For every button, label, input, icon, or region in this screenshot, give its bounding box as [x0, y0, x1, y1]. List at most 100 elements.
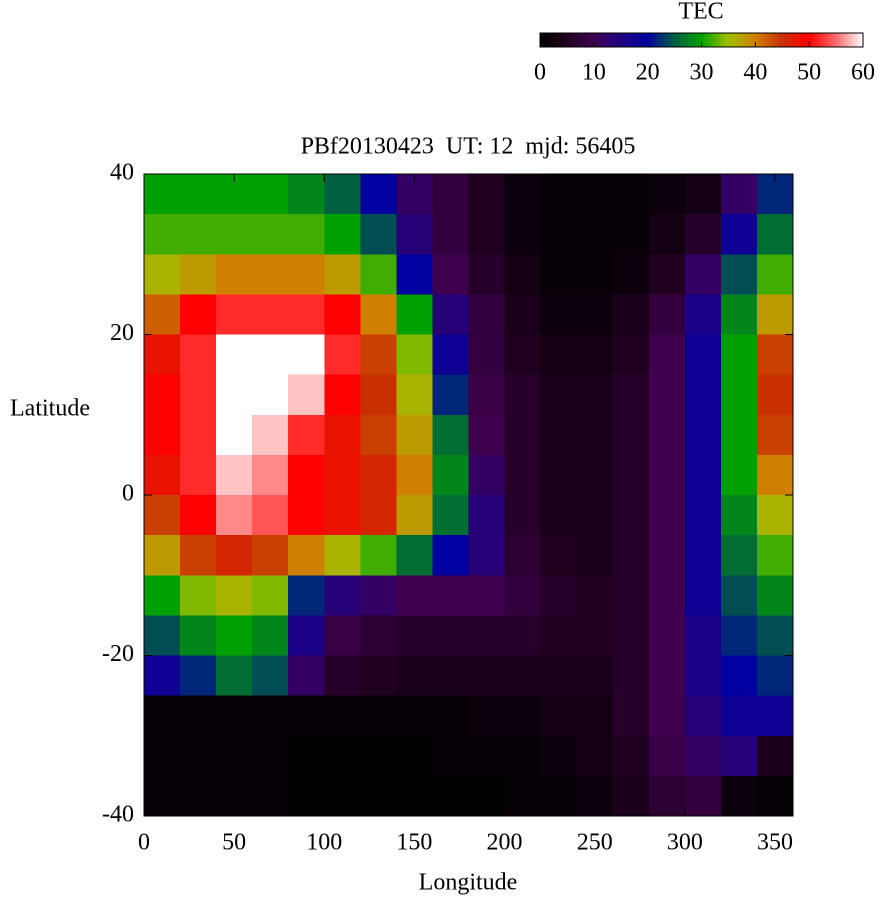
colorbar-segment — [755, 33, 759, 47]
heatmap-cell — [576, 695, 614, 737]
heatmap-cell — [612, 615, 650, 656]
heatmap-cell — [324, 575, 361, 616]
heatmap-cell — [612, 294, 650, 335]
heatmap-cell — [504, 495, 542, 536]
colorbar-segment — [811, 33, 816, 47]
heatmap-cell — [720, 374, 758, 416]
heatmap-cell — [396, 495, 433, 536]
heatmap-cell — [684, 454, 722, 496]
heatmap-cell — [720, 575, 758, 616]
heatmap-cell — [288, 495, 325, 536]
colorbar-segment — [685, 33, 689, 47]
y-tick-label: 20 — [110, 320, 134, 346]
heatmap-cell — [432, 254, 469, 295]
heatmap-cell — [648, 374, 686, 416]
heatmap-cell — [216, 535, 253, 576]
heatmap-cell — [216, 214, 253, 255]
heatmap-cell — [396, 695, 433, 737]
heatmap-cell — [432, 174, 469, 215]
x-tick-label: 200 — [487, 830, 523, 856]
heatmap-cell — [324, 495, 361, 536]
colorbar-segment — [615, 33, 619, 47]
colorbar-segment — [771, 33, 775, 47]
heatmap-cell — [504, 294, 542, 335]
y-tick-label: 40 — [110, 160, 134, 186]
colorbar-segment — [739, 33, 743, 47]
heatmap-cell — [720, 414, 758, 456]
colorbar-segment — [618, 33, 622, 47]
heatmap-cell — [612, 695, 650, 737]
heatmap-cell — [288, 655, 325, 697]
heatmap-cell — [180, 575, 217, 616]
heatmap-cell — [324, 174, 361, 215]
x-tick-label: 150 — [396, 830, 432, 856]
colorbar-segment — [728, 33, 732, 47]
heatmap-cell — [612, 374, 650, 416]
heatmap-cell — [612, 214, 650, 255]
heatmap-cell — [504, 374, 542, 416]
heatmap-cell — [648, 535, 686, 576]
heatmap-cell — [144, 615, 181, 656]
heatmap-cell — [216, 254, 253, 295]
colorbar-tick-label: 40 — [743, 60, 767, 86]
heatmap-cell — [144, 254, 181, 295]
colorbar-segment — [793, 33, 797, 47]
heatmap-cell — [612, 454, 650, 496]
colorbar-segment — [790, 33, 794, 47]
colorbar-segment — [593, 33, 598, 47]
heatmap-cell — [216, 334, 253, 376]
heatmap-cell — [324, 695, 361, 737]
colorbar-segment — [782, 33, 786, 47]
colorbar-segment — [564, 33, 568, 47]
colorbar-segment — [542, 33, 546, 47]
chart-title: PBf20130423 UT: 12 mjd: 56405 — [301, 134, 636, 160]
heatmap-cell — [612, 495, 650, 536]
heatmap-cell — [684, 535, 722, 576]
colorbar-segment — [741, 33, 746, 47]
colorbar-segment — [591, 33, 595, 47]
heatmap-cell — [432, 735, 469, 777]
colorbar-segment — [545, 33, 549, 47]
colorbar-segment — [731, 33, 735, 47]
heatmap-cell — [468, 735, 506, 777]
heatmap-cell — [468, 535, 506, 576]
heatmap-cell — [504, 334, 542, 376]
y-tick-label: 0 — [122, 481, 134, 507]
heatmap-cell — [756, 454, 794, 496]
heatmap-cell — [540, 214, 578, 255]
heatmap-cell — [468, 695, 506, 737]
heatmap-cell — [504, 615, 542, 656]
heatmap-cell — [720, 495, 758, 536]
heatmap-cell — [756, 735, 794, 777]
colorbar-segment — [642, 33, 646, 47]
heatmap-cell — [216, 735, 253, 777]
heatmap-cell — [180, 374, 217, 416]
colorbar-segment — [806, 33, 810, 47]
heatmap-cell — [360, 535, 397, 576]
heatmap-cell — [432, 775, 469, 817]
heatmap-cell — [396, 254, 433, 295]
heatmap-cell — [216, 374, 253, 416]
colorbar-segment — [553, 33, 557, 47]
heatmap-cell — [504, 214, 542, 255]
heatmap-cell — [180, 214, 217, 255]
heatmap-cell — [360, 334, 397, 376]
heatmap-cell — [288, 334, 325, 376]
heatmap-cell — [612, 575, 650, 616]
colorbar-segment — [846, 33, 851, 47]
colorbar-segment — [574, 33, 579, 47]
heatmap-cell — [324, 254, 361, 295]
heatmap-cell — [576, 334, 614, 376]
heatmap-cell — [756, 334, 794, 376]
colorbar-segment — [787, 33, 791, 47]
heatmap-cell — [612, 254, 650, 295]
heatmap-cell — [144, 575, 181, 616]
heatmap-cell — [612, 414, 650, 456]
colorbar-segment — [838, 33, 842, 47]
heatmap-cell — [720, 294, 758, 335]
heatmap-cell — [684, 775, 722, 817]
heatmap-cell — [252, 294, 289, 335]
heatmap-cell — [144, 294, 181, 335]
colorbar-segment — [674, 33, 678, 47]
colorbar-segment — [766, 33, 770, 47]
